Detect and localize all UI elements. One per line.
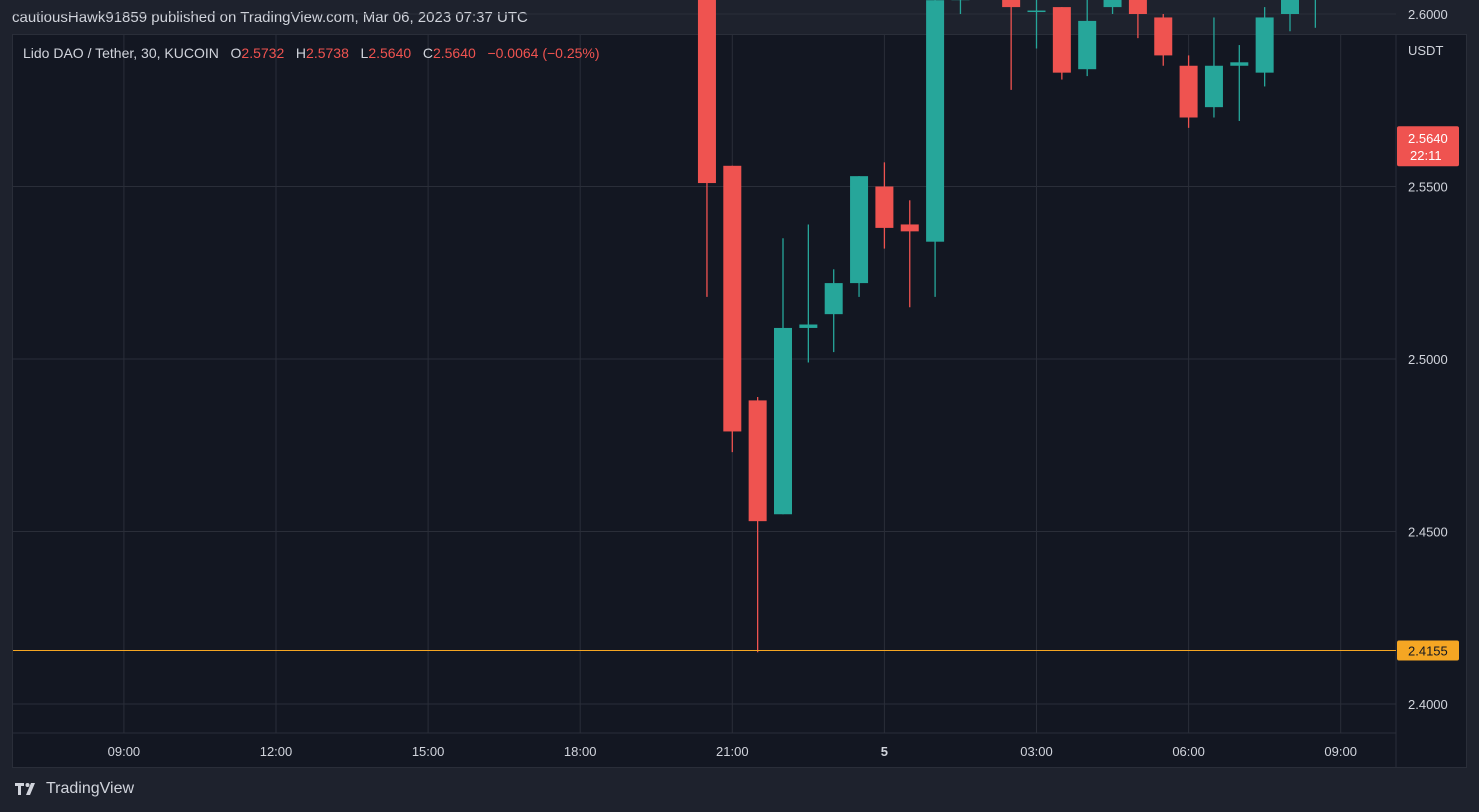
currency-label: USDT — [1408, 43, 1443, 58]
x-tick-label: 12:00 — [260, 744, 293, 759]
legend-open-label: O — [230, 45, 242, 61]
y-tick-label: 2.5000 — [1408, 352, 1448, 367]
x-tick-label: 15:00 — [412, 744, 445, 759]
candle-body — [748, 400, 767, 522]
x-tick-label: 06:00 — [1172, 744, 1205, 759]
candle-body — [1230, 62, 1249, 66]
candle-body — [1204, 65, 1223, 108]
candle-body — [1052, 7, 1071, 73]
candle-body — [774, 327, 792, 515]
candle-body — [1002, 0, 1021, 8]
candle-body — [1179, 65, 1198, 118]
candle-body — [1027, 10, 1046, 13]
x-tick-label: 21:00 — [716, 744, 749, 759]
candle-body — [1255, 17, 1274, 73]
y-tick-label: 2.4000 — [1408, 697, 1448, 712]
footer-brand[interactable]: TradingView — [14, 780, 134, 798]
legend-symbol: Lido DAO / Tether, 30, KUCOIN — [23, 45, 219, 61]
y-tick-label: 2.6000 — [1408, 7, 1448, 22]
legend-low-value: 2.5640 — [368, 45, 412, 61]
candle-body — [1154, 17, 1173, 56]
candle-body — [799, 324, 818, 328]
level-price-label: 2.4155 — [1408, 644, 1448, 659]
candle-body — [926, 0, 945, 242]
y-tick-label: 2.4500 — [1408, 525, 1448, 540]
candle-body — [1103, 0, 1122, 8]
candle-body — [723, 165, 742, 432]
x-tick-label: 03:00 — [1020, 744, 1053, 759]
last-price-countdown: 22:11 — [1410, 148, 1442, 163]
y-tick-label: 2.5500 — [1408, 180, 1448, 195]
publish-header: cautiousHawk91859 published on TradingVi… — [12, 9, 528, 26]
x-tick-label: 09:00 — [108, 744, 141, 759]
legend-open-value: 2.5732 — [241, 45, 285, 61]
footer-brand-label: TradingView — [46, 780, 135, 797]
legend-low-label: L — [360, 45, 369, 61]
level-price-tag — [1397, 640, 1459, 661]
last-price-tag — [1397, 126, 1459, 167]
x-tick-label: 09:00 — [1324, 744, 1357, 759]
legend-high-label: H — [295, 45, 307, 61]
tradingview-logo-icon — [15, 783, 35, 795]
candle-body — [900, 224, 919, 232]
last-price-label: 2.5640 — [1408, 131, 1448, 146]
legend-high-value: 2.5738 — [306, 45, 349, 61]
legend-close-value: 2.5640 — [432, 45, 476, 61]
x-tick-label: 5 — [881, 744, 888, 759]
candle-body — [850, 176, 869, 284]
candle-body — [1281, 0, 1299, 15]
candle-body — [875, 186, 894, 228]
x-tick-label: 18:00 — [564, 744, 597, 759]
legend-change: −0.0064 (−0.25%) — [487, 45, 600, 61]
candle-body — [1128, 0, 1147, 14]
candle-body — [824, 283, 843, 315]
candle-body — [697, 0, 716, 184]
candle-body — [1078, 20, 1097, 70]
symbol-legend: Lido DAO / Tether, 30, KUCOIN O2.5732 H2… — [23, 45, 600, 61]
legend-close-label: C — [422, 45, 433, 61]
